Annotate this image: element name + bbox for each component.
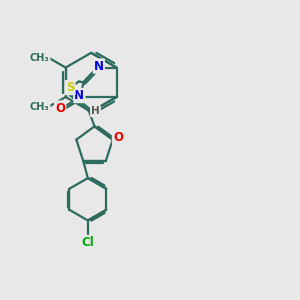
- Text: N: N: [94, 60, 104, 73]
- Text: CH₃: CH₃: [30, 102, 50, 112]
- Text: O: O: [113, 131, 123, 144]
- Text: O: O: [55, 101, 65, 115]
- Text: Cl: Cl: [82, 236, 94, 249]
- Text: CH₃: CH₃: [30, 53, 50, 63]
- Text: N: N: [74, 89, 84, 102]
- Text: H: H: [91, 106, 100, 116]
- Text: S: S: [66, 81, 74, 94]
